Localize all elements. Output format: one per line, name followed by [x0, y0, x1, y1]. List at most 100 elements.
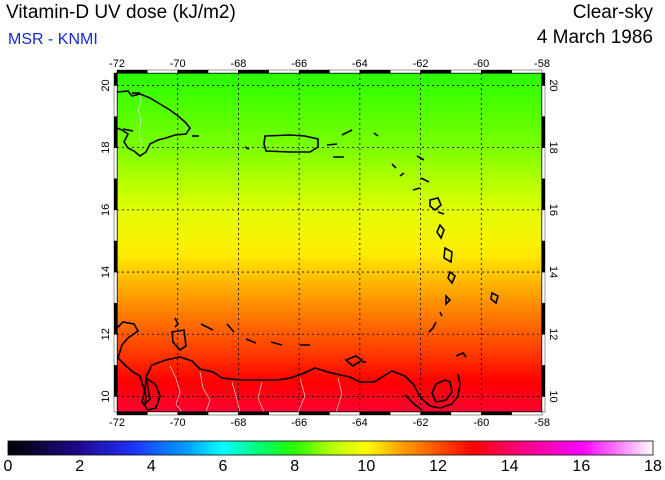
virgin-islands: [333, 129, 353, 158]
lat-tick-label-left: 12: [100, 328, 112, 340]
lat-tick-label-right: 12: [547, 328, 559, 340]
map-title: Vitamin-D UV dose (kJ/m2): [6, 2, 236, 23]
lat-tick-label-left: 10: [100, 390, 112, 402]
small-islands-north: [244, 132, 379, 150]
frame-bar-left: [113, 302, 118, 335]
frame-bar-top: [359, 69, 391, 74]
map-date: 4 March 1986: [536, 27, 653, 48]
colorbar: [7, 440, 654, 456]
haiti-dr-border: [137, 94, 143, 147]
lat-tick-label-right: 20: [547, 79, 559, 91]
aruba: [174, 317, 179, 328]
colorbar-label: 6: [218, 458, 228, 475]
barbados: [490, 291, 499, 305]
frame-bar-top: [390, 69, 421, 74]
frame-bar-right: [541, 178, 546, 211]
lon-tick-label-bottom: -62: [413, 417, 429, 429]
frame-bar-left: [113, 334, 118, 366]
country-borders: [137, 94, 343, 412]
st-lucia: [447, 270, 456, 285]
leeward-islands: [391, 155, 430, 191]
frame-bar-left: [113, 271, 118, 304]
lon-tick-label-top: -70: [170, 58, 186, 70]
south-america-coast: [117, 321, 461, 409]
guadeloupe: [429, 197, 445, 215]
st-vincent: [445, 294, 452, 306]
frame-bar-right: [541, 334, 546, 366]
los-roques: [226, 323, 310, 346]
hispaniola-coast: [117, 90, 191, 157]
grenadines: [428, 311, 443, 333]
uv-field: [117, 73, 542, 412]
lon-tick-label-bottom: -70: [170, 417, 186, 429]
frame-bar-top: [329, 69, 361, 74]
frame-bar-top: [207, 69, 239, 74]
colorbar-label: 8: [290, 458, 300, 475]
lon-tick-label-top: -68: [230, 58, 246, 70]
lon-tick-label-bottom: -66: [291, 417, 307, 429]
lake-maracaibo: [141, 376, 161, 411]
curacao: [171, 329, 187, 352]
frame-bar-right: [541, 85, 546, 117]
frame-bar-top: [450, 69, 482, 74]
frame-bar-top: [420, 69, 452, 74]
frame-bar-bottom: [116, 411, 148, 416]
coordinate-ticks: -72 -72 -70 -70 -68 -68 -66 -66 -64 -64 -62 -62 -60 -…: [100, 58, 559, 429]
frame-bar-top: [177, 69, 209, 74]
dominica: [436, 223, 445, 240]
frame-bar-top: [116, 69, 148, 74]
sky-condition: Clear-sky: [572, 2, 653, 23]
frame-bar-right: [541, 209, 546, 242]
tobago: [455, 352, 467, 358]
colorbar-label: 18: [644, 458, 662, 475]
colorbar-label: 10: [357, 458, 376, 475]
state-borders-venezuela: [169, 365, 343, 412]
frame-bar-bottom: [268, 411, 300, 416]
frame-bar-top: [298, 69, 330, 74]
paria-gulf: [404, 394, 423, 411]
graticule: [117, 73, 542, 412]
lon-tick-label-bottom: -58: [534, 417, 550, 429]
lon-tick-label-bottom: -60: [473, 417, 489, 429]
vieques-island: [326, 143, 338, 146]
frame-bar-left: [113, 147, 118, 179]
frame-bar-bottom: [177, 411, 209, 416]
lon-tick-label-top: -66: [291, 58, 307, 70]
frame-bar-left: [113, 178, 118, 211]
martinique: [443, 246, 453, 264]
frame-bar-right: [541, 116, 546, 148]
frame-bar-bottom: [390, 411, 421, 416]
puerto-rico-coast: [263, 134, 319, 153]
frame-bar-top: [511, 69, 543, 74]
bonaire: [200, 323, 214, 331]
frame-bar-left: [113, 396, 118, 413]
colorbar-label: 14: [500, 458, 519, 475]
lon-tick-label-bottom: -72: [109, 417, 125, 429]
frame-bar-bottom: [329, 411, 361, 416]
gonave-island: [122, 128, 134, 132]
frame-bar-bottom: [420, 411, 452, 416]
lat-tick-label-right: 14: [547, 266, 559, 278]
frame-bar-left: [113, 72, 118, 86]
lat-tick-label-left: 16: [100, 204, 112, 216]
lon-tick-label-top: -62: [413, 58, 429, 70]
lon-tick-label-bottom: -64: [352, 417, 368, 429]
lat-tick-label-right: 10: [547, 390, 559, 402]
frame-bar-bottom: [481, 411, 512, 416]
frame-bar-bottom: [207, 411, 239, 416]
frame-bar-right: [541, 396, 546, 413]
frame-bar-bottom: [298, 411, 330, 416]
frame-bar-right: [541, 147, 546, 179]
colorbar-label: 0: [3, 458, 13, 475]
colorbar-label: 2: [75, 458, 85, 475]
coastlines: [117, 90, 499, 411]
frame-bar-left: [113, 240, 118, 273]
frame-bar-bottom: [511, 411, 543, 416]
colorbar-label: 16: [572, 458, 591, 475]
frame-bar-right: [541, 240, 546, 273]
frame-bar-left: [113, 85, 118, 117]
frame-bar-right: [541, 72, 546, 86]
lat-tick-label-right: 18: [547, 142, 559, 154]
lat-tick-label-left: 14: [100, 266, 112, 278]
